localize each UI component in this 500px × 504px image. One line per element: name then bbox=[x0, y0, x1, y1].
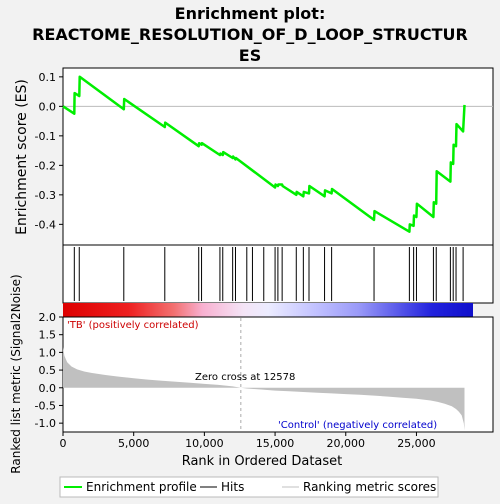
ranking-metric-area bbox=[63, 347, 465, 431]
x-tick-label: 25,000 bbox=[397, 437, 436, 450]
positive-label: 'TB' (positively correlated) bbox=[67, 320, 199, 331]
rank-y-tick-label: 0.0 bbox=[39, 382, 57, 395]
es-panel-frame bbox=[62, 67, 494, 246]
es-y-axis: 0.1 0.0 -0.1 -0.2 -0.3 -0.4 bbox=[35, 71, 63, 231]
rank-y-tick-label: 0.5 bbox=[39, 364, 57, 377]
x-axis-label: Rank in Ordered Dataset bbox=[182, 454, 343, 469]
rank-y-tick-label: 1.5 bbox=[39, 329, 57, 342]
es-y-tick-label: -0.2 bbox=[35, 159, 56, 172]
rank-y-tick-label: 2.0 bbox=[39, 311, 57, 324]
chart-title-line-2: ES bbox=[239, 46, 261, 65]
es-y-tick-label: -0.4 bbox=[35, 218, 56, 231]
zero-cross-label: Zero cross at 12578 bbox=[195, 372, 295, 383]
legend-label-ranking: Ranking metric scores bbox=[303, 480, 436, 494]
rank-ylabel: Ranked list metric (Signal2Noise) bbox=[9, 274, 23, 473]
rank-y-tick-label: -0.5 bbox=[35, 399, 56, 412]
x-tick-label: 5,000 bbox=[118, 437, 150, 450]
x-tick-label: 10,000 bbox=[185, 437, 224, 450]
es-y-tick-label: -0.1 bbox=[35, 130, 56, 143]
rank-panel-frame bbox=[62, 316, 494, 433]
x-tick-label: 20,000 bbox=[327, 437, 366, 450]
rank-y-tick-label: 1.0 bbox=[39, 346, 57, 359]
es-ylabel: Enrichment score (ES) bbox=[14, 79, 30, 235]
legend-label-profile: Enrichment profile bbox=[86, 480, 197, 494]
legend-box bbox=[59, 476, 439, 498]
x-tick-label: 15,000 bbox=[256, 437, 295, 450]
chart-title: Enrichment plot: bbox=[175, 4, 326, 23]
rank-y-tick-label: -1.0 bbox=[35, 417, 56, 430]
x-tick-label: 0 bbox=[60, 437, 67, 450]
rank-profile-group bbox=[63, 318, 465, 431]
hits-group bbox=[73, 247, 464, 301]
es-y-tick-label: 0.1 bbox=[39, 71, 57, 84]
es-line-group bbox=[62, 75, 466, 233]
es-y-tick-label: -0.3 bbox=[35, 189, 56, 202]
x-axis: 0 5,000 10,000 15,000 20,000 25,000 bbox=[60, 432, 436, 450]
negative-label: 'Control' (negatively correlated) bbox=[278, 420, 437, 431]
es-line bbox=[62, 75, 466, 233]
rank-y-axis: 2.0 1.5 1.0 0.5 0.0 -0.5 -1.0 bbox=[35, 311, 63, 430]
legend-label-hits: Hits bbox=[221, 480, 244, 494]
chart-title-line-1: REACTOME_RESOLUTION_OF_D_LOOP_STRUCTUR bbox=[32, 25, 468, 44]
es-y-tick-label: 0.0 bbox=[39, 100, 57, 113]
rank-color-bar bbox=[63, 303, 473, 317]
